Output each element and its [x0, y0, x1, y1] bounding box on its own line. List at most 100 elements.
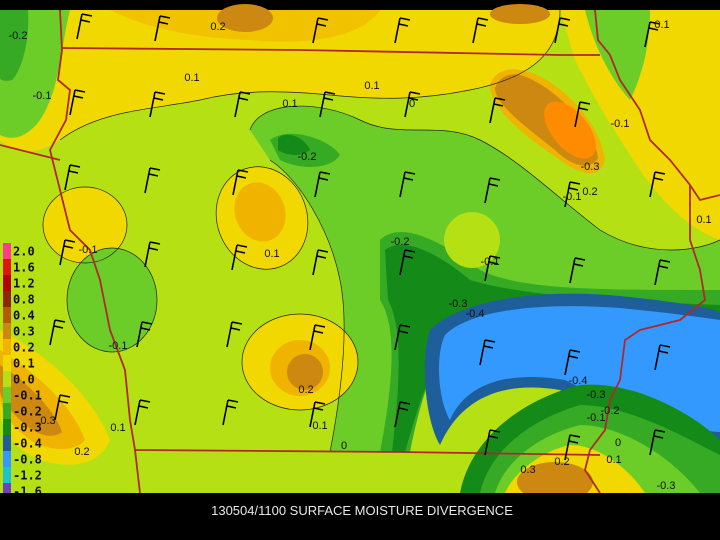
wind-barb — [144, 167, 161, 194]
wind-barb — [574, 101, 591, 128]
contour-label: -0.2 — [391, 236, 410, 248]
legend-swatch — [3, 451, 11, 467]
contour-label: -0.1 — [611, 118, 630, 130]
legend-label: -0.1 — [13, 389, 42, 403]
contour-label: 0.1 — [282, 98, 297, 110]
contour-label: -0.1 — [33, 90, 52, 102]
wind-barb — [564, 349, 581, 376]
legend-label: 0.1 — [13, 357, 35, 371]
wind-barb — [564, 181, 581, 208]
caption-band — [0, 493, 720, 540]
wind-barb — [134, 399, 151, 426]
legend-label: 1.6 — [13, 261, 35, 275]
contour-label: 0.2 — [554, 456, 569, 468]
contour-label: -0.1 — [587, 412, 606, 424]
wind-barb — [59, 239, 76, 266]
wind-barb — [226, 321, 243, 348]
legend-swatch — [3, 483, 11, 499]
legend-swatch — [3, 419, 11, 435]
contour-fills — [0, 4, 720, 502]
wind-barb — [314, 171, 331, 198]
legend-swatch — [3, 243, 11, 259]
wind-barb — [309, 324, 326, 351]
legend-swatch — [3, 275, 11, 291]
wind-barb — [654, 344, 671, 371]
wind-barb — [472, 17, 489, 44]
contour-label: 0.1 — [364, 80, 379, 92]
wind-barb — [554, 17, 571, 44]
legend-swatch — [3, 323, 11, 339]
state-borders — [0, 9, 720, 494]
legend-label: 0.3 — [13, 325, 35, 339]
wind-barb — [231, 244, 248, 271]
wind-barb — [154, 15, 171, 42]
legend-swatch — [3, 387, 11, 403]
wind-barb — [54, 394, 71, 421]
contour-label: 0.1 — [110, 422, 125, 434]
contour-label: 0 — [341, 440, 347, 452]
wind-barb — [394, 17, 411, 44]
legend-label: 0.2 — [13, 341, 35, 355]
contour-label: -0.2 — [9, 30, 28, 42]
wind-barb — [654, 259, 671, 286]
contour-label: 0.1 — [312, 420, 327, 432]
contour-label: -0.4 — [466, 308, 485, 320]
wind-barb — [309, 401, 326, 428]
legend-label: -1.2 — [13, 469, 42, 483]
contour-label: -0.4 — [569, 375, 588, 387]
wind-barb — [399, 249, 416, 276]
contour-label: 0.3 — [40, 415, 55, 427]
wind-barb — [69, 89, 86, 116]
legend: 2.0 1.6 1.2 0.8 0.4 0.3 0.2 0.1 0.0 -0.1 -0.2 -0.3 -… — [3, 243, 42, 515]
legend-swatch — [3, 355, 11, 371]
legend-swatch — [3, 403, 11, 419]
legend-label: -0.4 — [13, 437, 42, 451]
wind-barb — [64, 164, 81, 191]
wind-barb — [234, 91, 251, 118]
contour-label: 0.2 — [582, 186, 597, 198]
legend-swatch — [3, 339, 11, 355]
contour-label: 0.1 — [606, 454, 621, 466]
wind-barb — [644, 21, 661, 48]
contour-label: -0.1 — [481, 256, 500, 268]
caption: 130504/1100 SURFACE MOISTURE DIVERGENCE — [211, 503, 513, 518]
contour-label: -0.3 — [657, 480, 676, 492]
contour-label: 0.2 — [74, 446, 89, 458]
wind-barb — [49, 319, 66, 346]
wind-barb — [564, 434, 581, 461]
contour-label: 0.1 — [184, 72, 199, 84]
legend-swatch — [3, 307, 11, 323]
wind-barb — [144, 241, 161, 268]
wind-barb — [319, 91, 336, 118]
contour-label: 0 — [409, 98, 415, 110]
wind-barb — [312, 249, 329, 276]
contour-label: 0.3 — [520, 464, 535, 476]
contour-label: -0.2 — [601, 405, 620, 417]
wind-barb — [394, 401, 411, 428]
wind-barb — [136, 321, 153, 348]
contour-label: 0 — [615, 437, 621, 449]
contour-label: 0.1 — [654, 19, 669, 31]
wind-barb — [222, 399, 239, 426]
legend-swatch — [3, 291, 11, 307]
legend-swatch — [3, 435, 11, 451]
wind-barb — [76, 13, 93, 40]
legend-label: -0.3 — [13, 421, 42, 435]
contour-labels: -0.20.2 0.1-0.10.10.10.1 0-0.2-0.1-0.30.2-… — [9, 19, 712, 492]
contour-label: -0.1 — [563, 191, 582, 203]
legend-label: -0.2 — [13, 405, 42, 419]
contour-label: -0.3 — [449, 298, 468, 310]
contour-label: -0.1 — [109, 340, 128, 352]
wind-barb — [394, 324, 411, 351]
contour-label: -0.2 — [298, 151, 317, 163]
contour-label: 0.1 — [696, 214, 711, 226]
wind-barb — [489, 97, 506, 124]
legend-label: 0.8 — [13, 293, 35, 307]
wind-barb — [649, 429, 666, 456]
wind-barb — [484, 429, 501, 456]
legend-label: 0.4 — [13, 309, 35, 323]
wind-barbs — [49, 13, 671, 461]
contour-label: 0.2 — [210, 21, 225, 33]
wind-barb — [479, 339, 496, 366]
wind-barb — [399, 171, 416, 198]
